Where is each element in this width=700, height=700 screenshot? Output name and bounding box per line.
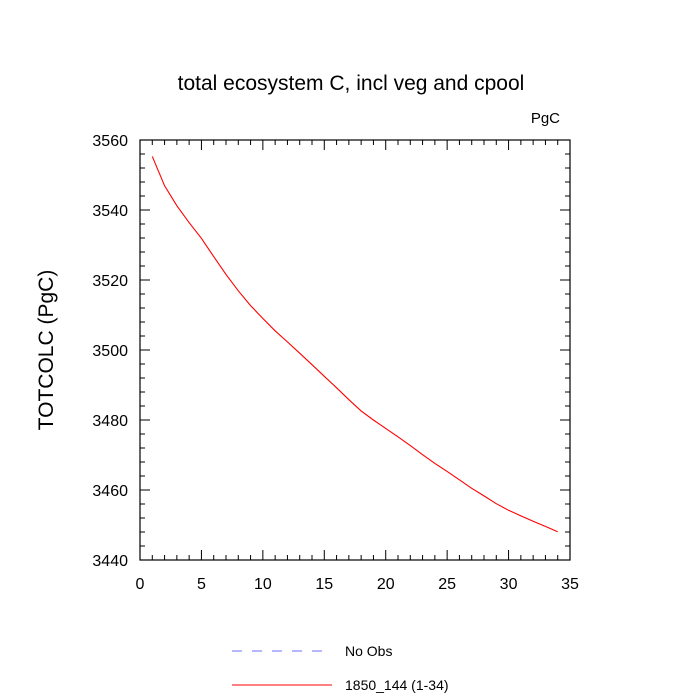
- x-tick-label: 25: [438, 576, 456, 593]
- x-tick-label: 35: [561, 576, 579, 593]
- x-tick-label: 5: [197, 576, 206, 593]
- axis-tick-labels: 0 5 10 15 20 25 30 35 3440 3460 3480 3500 3520 3540 35…: [92, 133, 579, 593]
- legend-label-1850-144: 1850_144 (1-34): [345, 677, 449, 693]
- y-tick-label: 3520: [92, 273, 128, 290]
- x-tick-label: 30: [500, 576, 518, 593]
- chart-title: total ecosystem C, incl veg and cpool: [178, 72, 525, 95]
- series-line: [151, 156, 558, 533]
- y-axis-label: TOTCOLC (PgC): [35, 270, 58, 431]
- y-tick-label: 3440: [92, 553, 128, 570]
- y-tick-label: 3460: [92, 483, 128, 500]
- axis-ticks: [139, 139, 571, 561]
- y-tick-label: 3540: [92, 203, 128, 220]
- x-tick-label: 20: [377, 576, 395, 593]
- y-tick-label: 3500: [92, 343, 128, 360]
- plot-frame: [139, 139, 571, 561]
- x-tick-label: 0: [136, 576, 145, 593]
- y-tick-label: 3480: [92, 413, 128, 430]
- data-series: [151, 156, 558, 533]
- x-tick-label: 15: [315, 576, 333, 593]
- x-tick-label: 10: [254, 576, 272, 593]
- legend: No Obs 1850_144 (1-34): [232, 643, 449, 693]
- legend-label-no-obs: No Obs: [345, 643, 392, 659]
- units-label: PgC: [531, 110, 560, 127]
- y-tick-label: 3560: [92, 133, 128, 150]
